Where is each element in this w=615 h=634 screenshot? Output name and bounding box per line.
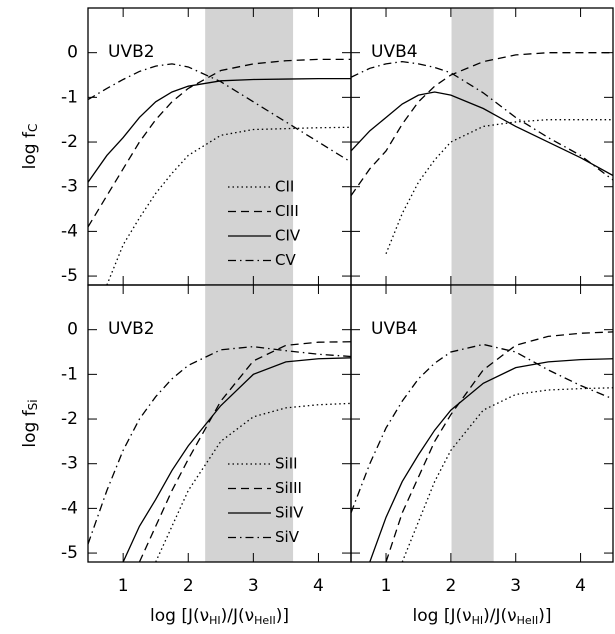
x-tick-label: 1 bbox=[118, 576, 129, 596]
curve bbox=[401, 387, 613, 562]
x-axis-label-part: log [J(ν bbox=[150, 606, 209, 626]
curve bbox=[88, 345, 351, 545]
x-axis-label: log [J(νHI)/J(νHeII)] bbox=[413, 606, 552, 627]
y-axis-label: log fSi bbox=[20, 399, 40, 447]
x-axis-label-part: )] bbox=[538, 606, 551, 626]
curve bbox=[351, 91, 613, 177]
y-axis-label-part: log f bbox=[20, 131, 40, 169]
y-tick-label: -3 bbox=[61, 454, 78, 474]
curve bbox=[88, 77, 351, 183]
y-tick-label: -3 bbox=[61, 177, 78, 197]
x-tick-label: 3 bbox=[248, 576, 259, 596]
legend-label: SiII bbox=[275, 455, 298, 473]
x-axis-label-part: )] bbox=[276, 606, 289, 626]
shaded-band bbox=[205, 8, 294, 285]
curve bbox=[122, 357, 351, 562]
y-axis-label-sub: C bbox=[26, 124, 40, 132]
y-axis-label-sub: Si bbox=[26, 399, 40, 410]
legend-label: CIV bbox=[275, 227, 301, 245]
panel-label: UVB4 bbox=[371, 42, 418, 62]
y-tick-label: -1 bbox=[61, 87, 78, 107]
y-tick-label: -4 bbox=[61, 498, 78, 518]
curve bbox=[385, 119, 613, 254]
x-tick-label: 2 bbox=[445, 576, 456, 596]
shaded-band bbox=[205, 285, 294, 562]
curve bbox=[88, 58, 351, 228]
y-tick-label: -5 bbox=[61, 543, 78, 563]
legend-label: CII bbox=[275, 178, 294, 196]
curve bbox=[369, 358, 613, 562]
curve bbox=[138, 341, 351, 562]
y-tick-label: 0 bbox=[67, 43, 78, 63]
x-axis-label-sub: HI bbox=[209, 614, 221, 627]
panel-label: UVB4 bbox=[371, 319, 418, 339]
curve bbox=[155, 402, 351, 562]
legend-label: SiIII bbox=[275, 479, 302, 497]
panel-frame bbox=[350, 284, 614, 563]
legend-label: SiV bbox=[275, 528, 300, 546]
x-axis-label-part: log [J(ν bbox=[413, 606, 472, 626]
y-tick-label: 0 bbox=[67, 320, 78, 340]
curve bbox=[385, 331, 613, 562]
x-tick-label: 4 bbox=[575, 576, 586, 596]
y-axis-label: log fC bbox=[20, 124, 40, 170]
x-tick-label: 3 bbox=[510, 576, 521, 596]
curve bbox=[351, 52, 613, 197]
shaded-band bbox=[451, 285, 494, 562]
y-tick-label: -1 bbox=[61, 364, 78, 384]
x-axis-label: log [J(νHI)/J(νHeII)] bbox=[150, 606, 289, 627]
x-axis-label-sub: HI bbox=[472, 614, 484, 627]
curve bbox=[88, 63, 351, 163]
x-axis-label-part: )/J(ν bbox=[483, 606, 517, 626]
shaded-band bbox=[451, 8, 494, 285]
panel-label: UVB2 bbox=[108, 42, 155, 62]
curve bbox=[106, 126, 351, 285]
x-tick-label: 2 bbox=[183, 576, 194, 596]
curve bbox=[351, 343, 613, 514]
legend-label: SiIV bbox=[275, 504, 304, 522]
y-tick-label: -4 bbox=[61, 221, 78, 241]
y-axis-label-part: log f bbox=[20, 409, 40, 447]
y-tick-label: -2 bbox=[61, 409, 78, 429]
x-tick-label: 4 bbox=[313, 576, 324, 596]
x-axis-label-sub: HeII bbox=[517, 614, 539, 627]
x-tick-label: 1 bbox=[381, 576, 392, 596]
x-axis-label-sub: HeII bbox=[254, 614, 276, 627]
x-axis-label-part: )/J(ν bbox=[221, 606, 255, 626]
legend-label: CIII bbox=[275, 202, 299, 220]
y-tick-label: -2 bbox=[61, 132, 78, 152]
panel-label: UVB2 bbox=[108, 319, 155, 339]
y-tick-label: -5 bbox=[61, 266, 78, 286]
legend-label: CV bbox=[275, 251, 296, 269]
